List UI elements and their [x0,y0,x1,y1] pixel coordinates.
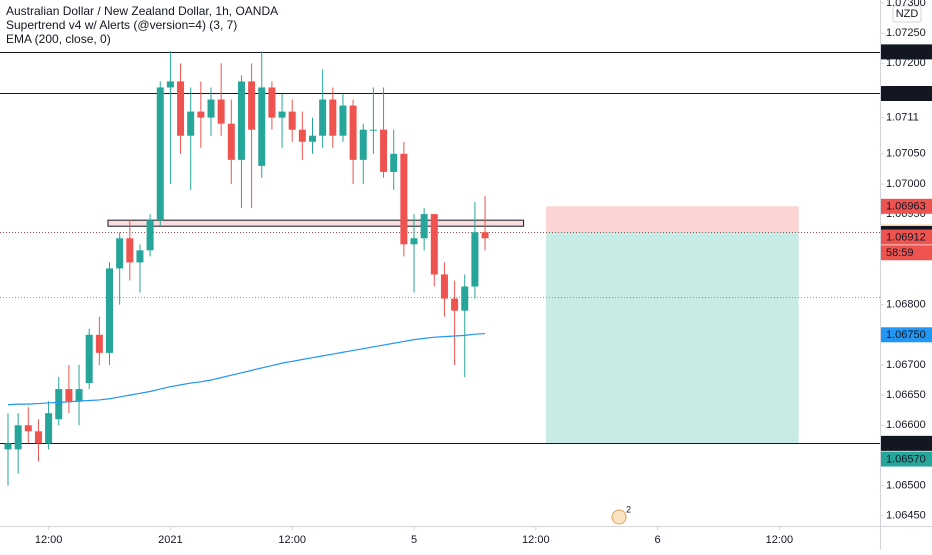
candle-body [75,389,83,402]
price-badge-label: 1.06963 [886,201,926,213]
y-tick-label: 1.07200 [886,57,926,69]
candle-body [481,232,489,239]
candle-body [65,389,73,402]
y-tick-label: 1.06650 [886,389,926,401]
candle-body [126,238,134,263]
ema-line [7,332,486,406]
candle-body [349,105,357,160]
x-tick-label: 6 [655,534,661,546]
candle-body [440,274,448,299]
x-tick-label: 12:00 [522,534,550,546]
candle-body [288,111,296,130]
x-tick-label: 12:00 [35,534,63,546]
currency-box[interactable] [892,5,922,23]
y-tick-label: 1.06600 [886,419,926,431]
candle-body [268,87,276,118]
zone [107,219,525,227]
price-badge [881,451,932,467]
candle-body [45,413,53,444]
y-tick-label: 1.06500 [886,479,926,491]
candle-body [237,81,245,160]
candle-body [258,87,266,166]
candle-body [166,81,174,88]
price-badge [881,44,932,60]
price-badge-label: 58:59 [886,247,914,259]
event-count: 2 [626,504,631,514]
candle-body [359,129,367,160]
price-badge-label: 1.06912 [886,231,926,243]
x-tick-label: 12:00 [278,534,306,546]
candle-body [400,153,408,245]
y-tick-label: 1.06700 [886,359,926,371]
candle-body [278,111,286,118]
candle-body [217,99,225,124]
candle-body [14,425,22,450]
candle-body [146,220,154,251]
candle-body [380,129,388,172]
candle-body [410,238,418,245]
y-tick-label: 1.0711 [886,112,919,124]
position-stop-zone [545,231,799,444]
position-target-zone [545,206,799,232]
candle-body [55,389,63,420]
indicator-legend: EMA (200, close, 0) [6,32,111,46]
candle-body [420,214,428,239]
y-tick-label: 1.06800 [886,299,926,311]
candle-body [248,81,256,130]
y-tick-label: 1.07050 [886,148,926,160]
x-tick-label: 2021 [158,534,182,546]
candle-body [24,425,32,432]
price-badge [881,229,932,245]
price-badge-label: 1.06750 [886,329,926,341]
y-tick-label: 1.07000 [886,178,926,190]
indicator-legend: Supertrend v4 w/ Alerts (@version=4) (3,… [6,18,237,32]
x-tick-label: 5 [411,534,417,546]
candle-body [34,431,42,444]
candle-body [390,153,398,172]
price-badge-label: 1.06570 [886,438,926,450]
candle-body [471,232,479,287]
price-badge [881,327,932,343]
price-badge [881,245,932,261]
price-badge [881,198,932,214]
candle-body [430,214,438,275]
candle-body [329,99,337,136]
chart-title: Australian Dollar / New Zealand Dollar, … [6,4,278,18]
candle-body [461,286,469,311]
candle-body [85,334,93,384]
price-badge-label: 1.06570 [886,453,926,465]
candle-body [156,87,164,221]
plot-area [0,51,880,486]
candle-body [4,443,12,450]
currency[interactable]: NZD [896,8,919,20]
candle-body [339,105,347,136]
candle-body [197,111,205,118]
candle-body [136,250,144,263]
candle-body [116,238,124,269]
candle-body [177,81,185,136]
candle-body [298,129,306,142]
price-badge [881,85,932,101]
price-badge-label: 1.07219 [886,46,926,58]
price-badge-label: 1.07150 [886,88,926,100]
candle-body [207,99,215,118]
candle-body [319,99,327,136]
candle-body [369,129,377,131]
candle-body [227,123,235,160]
price-badge [881,435,932,451]
candle-body [451,298,459,311]
candle-body [187,111,195,136]
event-marker [611,509,627,525]
x-tick-label: 12:00 [766,534,794,546]
y-tick-label: 1.06450 [886,510,926,522]
candle-body [309,135,316,142]
candle-body [106,268,113,353]
y-tick-label: 1.07300 [886,0,926,9]
candle-body [95,334,103,353]
y-tick-label: 1.07250 [886,27,926,39]
